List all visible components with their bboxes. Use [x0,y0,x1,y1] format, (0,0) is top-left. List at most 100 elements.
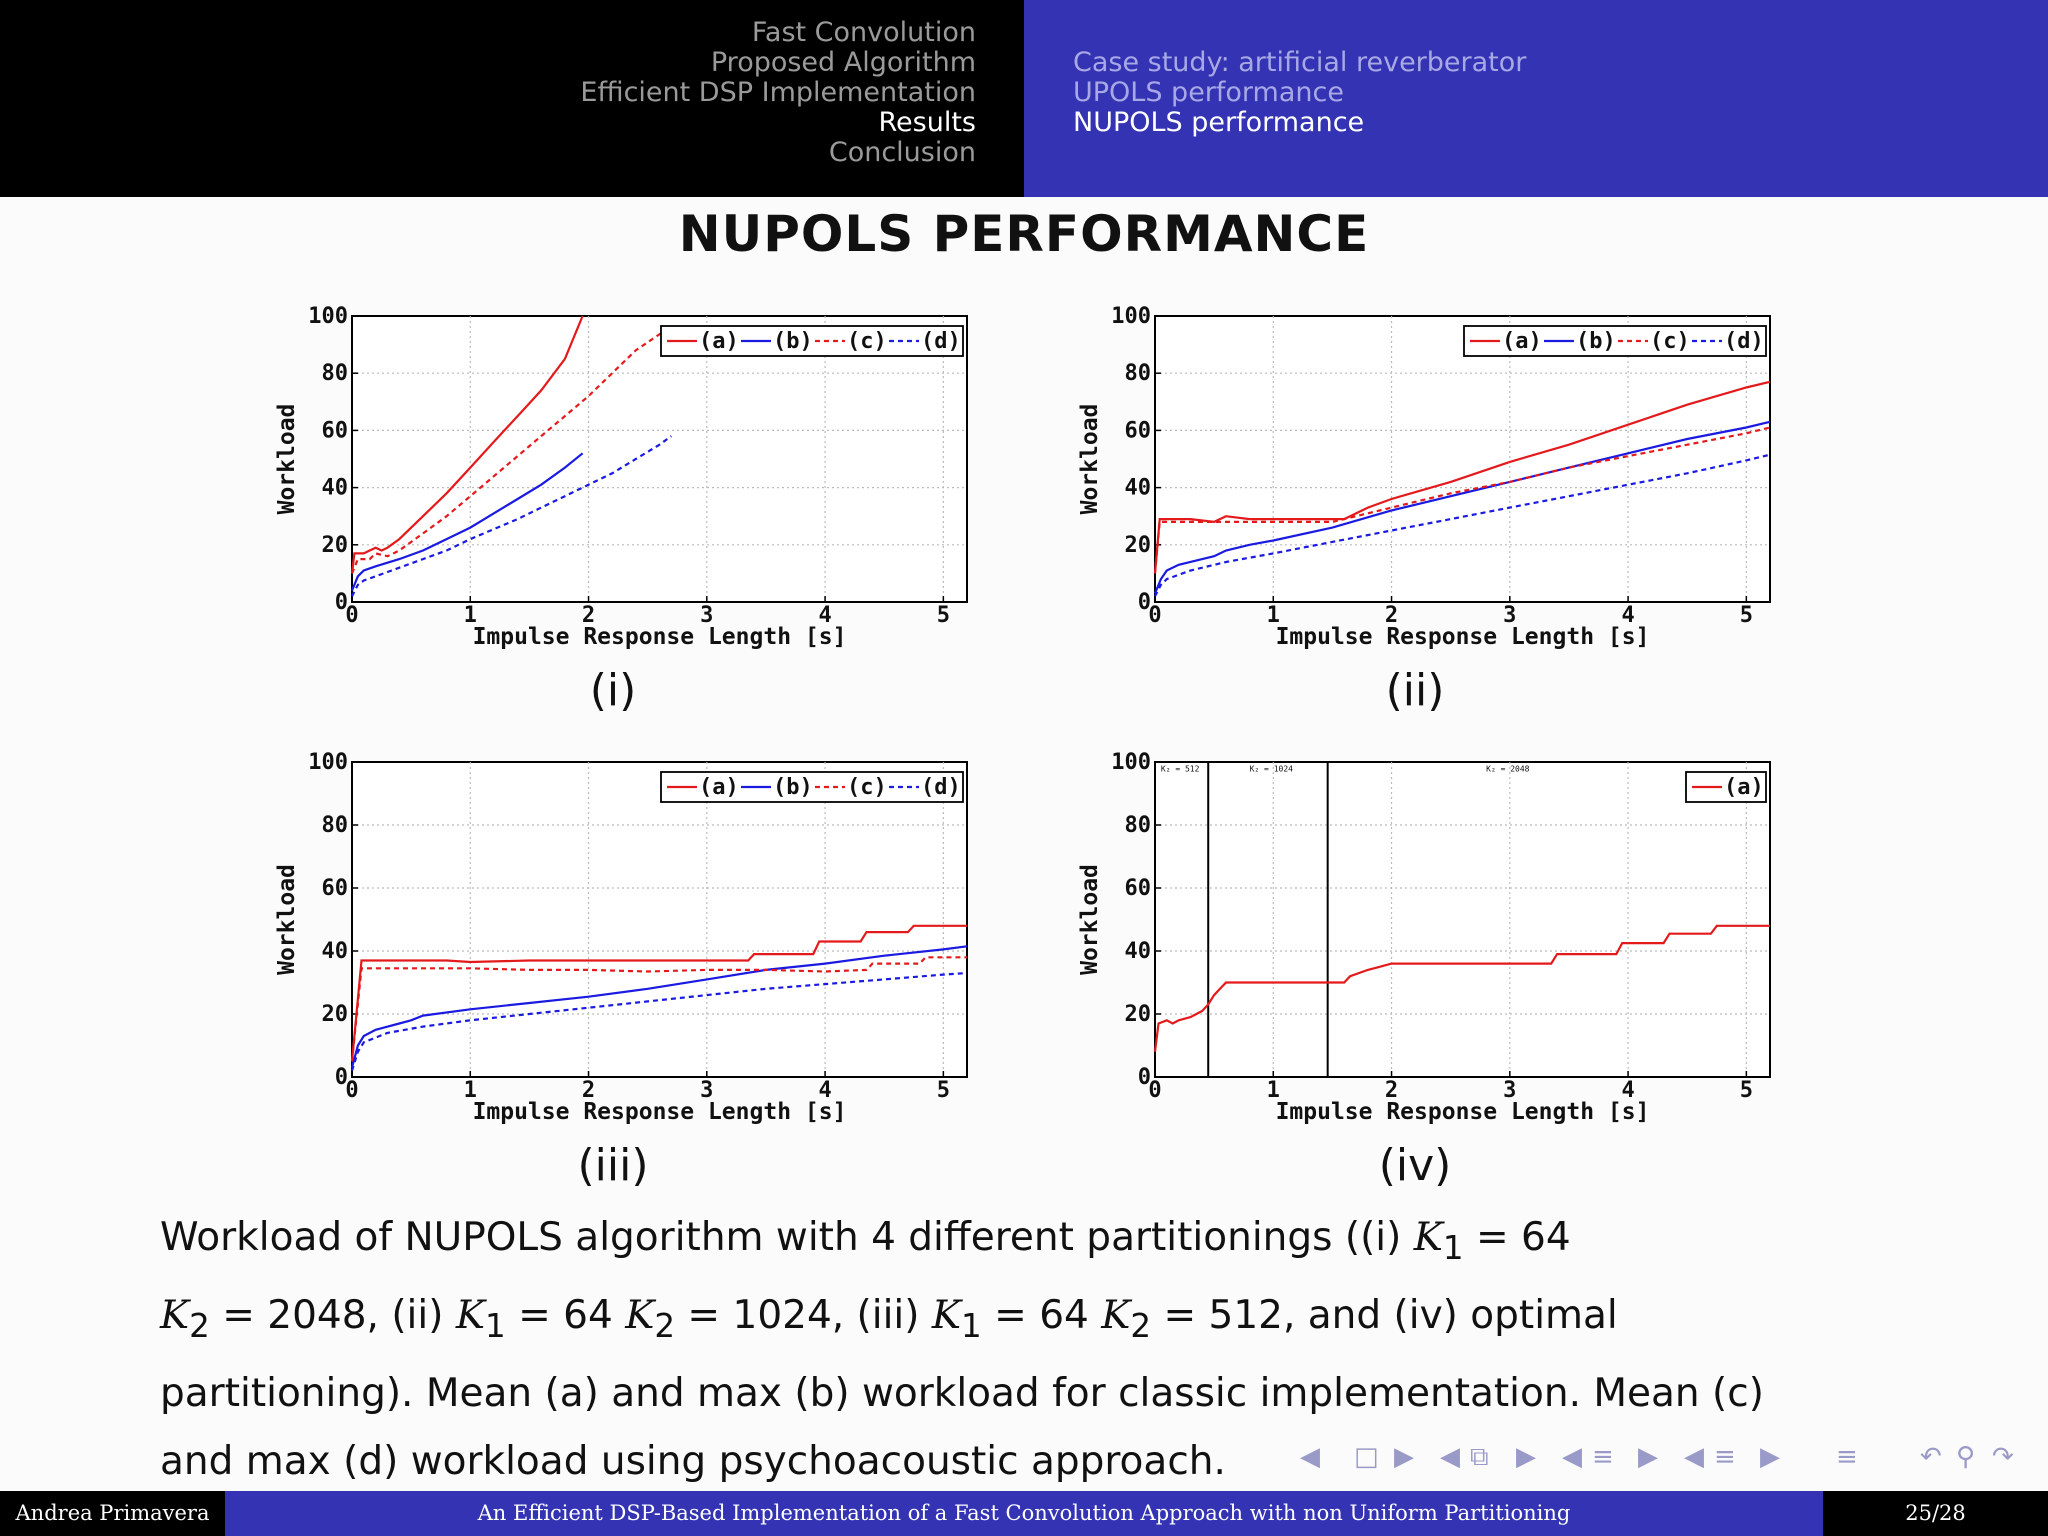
nav-forward-icon[interactable]: ↷ [1992,1442,2014,1472]
y-tick-label: 0 [1138,1065,1151,1090]
caption-text: = 64 [1463,1215,1571,1260]
subsection-nav-item[interactable]: Case study: artificial reverberator [1073,47,1527,78]
footer: Andrea Primavera An Efficient DSP-Based … [0,1491,2048,1536]
legend-label: (d) [921,329,961,354]
nav-prev-subsection-icon[interactable]: ◀ [1440,1442,1460,1472]
plot-area [1154,761,1771,1078]
math-symbol: K [625,1292,655,1338]
legend: (a) [1685,771,1767,803]
subsection-nav-item[interactable]: UPOLS performance [1073,77,1344,108]
caption-text: = 2048, (ii) [209,1292,456,1338]
caption-line-2: K2 = 2048, (ii) K1 = 64 K2 = 1024, (iii)… [160,1282,1860,1360]
legend-label: (c) [847,329,887,354]
x-tick-label: 4 [818,603,831,628]
y-axis-label: Workload [274,864,300,975]
nav-document-icon[interactable]: ≡ [1714,1442,1736,1472]
y-tick-label: 100 [1111,304,1151,329]
x-tick-label: 1 [1267,603,1280,628]
y-tick-label: 0 [335,1065,348,1090]
x-axis-label: Impulse Response Length [s] [473,624,847,650]
figure-caption: Workload of NUPOLS algorithm with 4 diff… [160,1204,1860,1496]
y-axis-label: Workload [1077,404,1103,515]
series-line-b [1153,420,1771,594]
x-tick-label: 3 [700,603,713,628]
section-nav-item[interactable]: Efficient DSP Implementation [580,77,976,108]
section-nav-item[interactable]: Proposed Algorithm [710,47,976,78]
x-tick-label: 0 [1148,1078,1161,1103]
x-tick-label: 5 [1740,603,1753,628]
section-nav-item[interactable]: Conclusion [828,137,976,168]
series-line-c [350,329,667,574]
series-line-d [350,971,968,1072]
footer-page-number: 25/28 [1823,1491,2048,1536]
x-tick-label: 1 [1267,1078,1280,1103]
plot-area [351,761,968,1078]
y-tick-label: 60 [1125,418,1152,443]
caption-text: = 64 [505,1292,613,1338]
section-nav-item-active[interactable]: Results [878,107,977,138]
nav-outline-icon[interactable]: ≡ [1836,1442,1858,1472]
nav-next-subsection-icon[interactable]: ▶ [1516,1442,1536,1472]
x-tick-label: 3 [700,1078,713,1103]
chart-panel-1: 0 1 2 3 4 5 0 20 40 60 80 100 Impulse Response Lengt… [274,304,968,650]
y-tick-label: 40 [322,939,349,964]
subsection-nav: Case study: artificial reverberator UPOL… [1073,48,1526,138]
math-subscript: 1 [961,1306,982,1345]
series-line-a [1153,924,1770,1052]
nav-next-doc-icon[interactable]: ▶ [1760,1442,1780,1472]
subsection-nav-item-active[interactable]: NUPOLS performance [1073,107,1365,138]
legend: (a) (b) (c) (d) [660,325,964,357]
math-subscript: 2 [1130,1306,1152,1345]
y-tick-label: 100 [308,304,348,329]
x-tick-label: 0 [1148,603,1161,628]
nav-prev-doc-icon[interactable]: ◀ [1684,1442,1704,1472]
plot-area [1154,315,1771,603]
partition-annotation: K₂ = 512 [1161,764,1200,773]
chart-panel-4: 0 1 2 3 4 5 0 20 40 60 80 100 Impulse Response Lengt… [1077,750,1771,1125]
x-tick-label: 2 [582,603,595,628]
math-subscript: 2 [654,1306,676,1345]
caption-text: = 512, and (iv) optimal [1151,1292,1618,1338]
x-tick-label: 1 [464,1078,477,1103]
legend-box [1463,325,1767,357]
caption-line-4: and max (d) workload using psychoacousti… [160,1438,1226,1484]
partition-annotation: K₂ = 1024 [1250,764,1294,773]
caption-line-3: partitioning). Mean (a) and max (b) work… [160,1370,1764,1416]
nav-search-icon[interactable]: ⚲ [1956,1442,1976,1472]
y-tick-label: 40 [1125,476,1152,501]
panel-label: (ii) [1386,665,1445,716]
nav-prev-frame-icon[interactable]: ◀ [1300,1442,1320,1472]
nav-next-section-icon[interactable]: ▶ [1638,1442,1658,1472]
x-tick-label: 2 [582,1078,595,1103]
legend-label: (a) [1502,329,1542,354]
y-tick-label: 20 [1125,1002,1152,1027]
legend-label: (a) [699,329,739,354]
y-tick-label: 60 [1125,876,1152,901]
x-tick-label: 0 [345,603,358,628]
footer-title: An Efficient DSP-Based Implementation of… [225,1491,1823,1536]
section-nav-item[interactable]: Fast Convolution [751,17,976,48]
nav-frame-icon[interactable]: □ [1354,1442,1379,1472]
nav-section-icon[interactable]: ≡ [1592,1442,1614,1472]
series-line-d [1154,453,1771,597]
x-tick-label: 2 [1385,603,1398,628]
legend-label: (d) [921,775,961,800]
series-line-b [350,452,584,592]
panel-label: (iii) [577,1140,648,1191]
legend-label: (b) [773,329,813,354]
section-nav: Fast Convolution Proposed Algorithm Effi… [580,18,976,168]
header-subsections-panel: Case study: artificial reverberator UPOL… [1024,0,2048,197]
x-tick-label: 4 [818,1078,831,1103]
nav-back-icon[interactable]: ↶ [1920,1442,1942,1472]
y-tick-label: 20 [322,533,349,558]
caption-text: = 1024, (iii) [675,1292,932,1338]
plot-area [351,315,968,603]
x-axis-label: Impulse Response Length [s] [1276,624,1650,650]
y-tick-label: 0 [335,590,348,615]
math-symbol: K [455,1292,485,1338]
nav-subsection-icon[interactable]: ⧉ [1470,1442,1489,1472]
caption-text: = 64 [981,1292,1089,1338]
nav-prev-section-icon[interactable]: ◀ [1562,1442,1582,1472]
y-tick-label: 80 [1125,361,1152,386]
nav-next-frame-icon[interactable]: ▶ [1394,1442,1414,1472]
